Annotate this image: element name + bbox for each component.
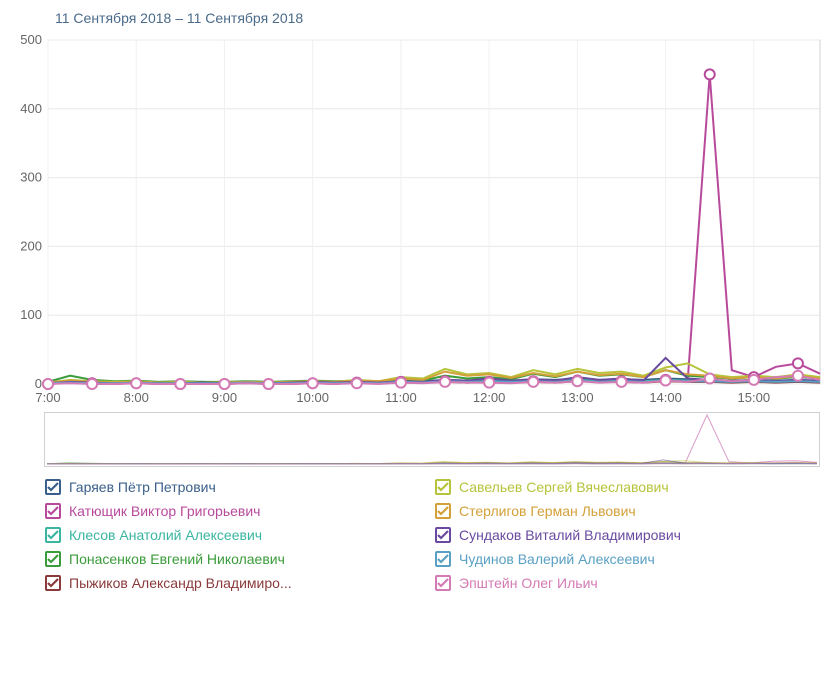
- svg-text:500: 500: [20, 32, 42, 47]
- chart-container: 11 Сентября 2018 – 11 Сентября 2018 0 100…: [0, 0, 830, 595]
- svg-text:9:00: 9:00: [212, 390, 237, 405]
- legend-item[interactable]: Савельев Сергей Вячеславович: [435, 475, 825, 499]
- legend-checkbox[interactable]: [435, 575, 451, 591]
- legend-item[interactable]: Понасенков Евгений Николаевич: [45, 547, 435, 571]
- legend-checkbox[interactable]: [45, 551, 61, 567]
- legend-item[interactable]: Сундаков Виталий Владимирович: [435, 523, 825, 547]
- svg-text:14:00: 14:00: [649, 390, 682, 405]
- svg-text:12:00: 12:00: [473, 390, 506, 405]
- svg-text:7:00: 7:00: [35, 390, 60, 405]
- legend-checkbox[interactable]: [45, 527, 61, 543]
- legend-checkbox[interactable]: [435, 503, 451, 519]
- legend-checkbox[interactable]: [45, 503, 61, 519]
- legend-checkbox[interactable]: [435, 527, 451, 543]
- legend-label: Стерлигов Герман Львович: [459, 503, 636, 519]
- legend: Гаряев Пётр Петрович Катющик Виктор Григо…: [45, 475, 825, 595]
- legend-item[interactable]: Клесов Анатолий Алексеевич: [45, 523, 435, 547]
- legend-label: Клесов Анатолий Алексеевич: [69, 527, 262, 543]
- svg-text:200: 200: [20, 238, 42, 253]
- svg-text:0: 0: [35, 376, 42, 391]
- legend-checkbox[interactable]: [45, 575, 61, 591]
- legend-checkbox[interactable]: [435, 551, 451, 567]
- legend-label: Гаряев Пётр Петрович: [69, 479, 216, 495]
- legend-item[interactable]: Катющик Виктор Григорьевич: [45, 499, 435, 523]
- legend-checkbox[interactable]: [45, 479, 61, 495]
- legend-item[interactable]: Пыжиков Александр Владимиро...: [45, 571, 435, 595]
- legend-item[interactable]: Чудинов Валерий Алексеевич: [435, 547, 825, 571]
- svg-text:15:00: 15:00: [738, 390, 771, 405]
- legend-item[interactable]: Эпштейн Олег Ильич: [435, 571, 825, 595]
- overview-chart[interactable]: [44, 412, 820, 467]
- svg-text:300: 300: [20, 170, 42, 185]
- svg-text:10:00: 10:00: [296, 390, 329, 405]
- svg-text:8:00: 8:00: [124, 390, 149, 405]
- main-chart[interactable]: 0 100 200 300 400 500 7:00 8:00 9:00 10:00 11:00 12…: [4, 32, 824, 412]
- date-range-title: 11 Сентября 2018 – 11 Сентября 2018: [0, 10, 830, 26]
- svg-text:400: 400: [20, 101, 42, 116]
- legend-label: Понасенков Евгений Николаевич: [69, 551, 285, 567]
- legend-checkbox[interactable]: [435, 479, 451, 495]
- svg-text:13:00: 13:00: [561, 390, 594, 405]
- legend-label: Сундаков Виталий Владимирович: [459, 527, 681, 543]
- svg-text:11:00: 11:00: [385, 390, 417, 405]
- legend-item[interactable]: Гаряев Пётр Петрович: [45, 475, 435, 499]
- legend-label: Пыжиков Александр Владимиро...: [69, 575, 292, 591]
- legend-item[interactable]: Стерлигов Герман Львович: [435, 499, 825, 523]
- legend-label: Савельев Сергей Вячеславович: [459, 479, 669, 495]
- svg-text:100: 100: [20, 307, 42, 322]
- legend-label: Эпштейн Олег Ильич: [459, 575, 598, 591]
- legend-label: Чудинов Валерий Алексеевич: [459, 551, 655, 567]
- legend-label: Катющик Виктор Григорьевич: [69, 503, 260, 519]
